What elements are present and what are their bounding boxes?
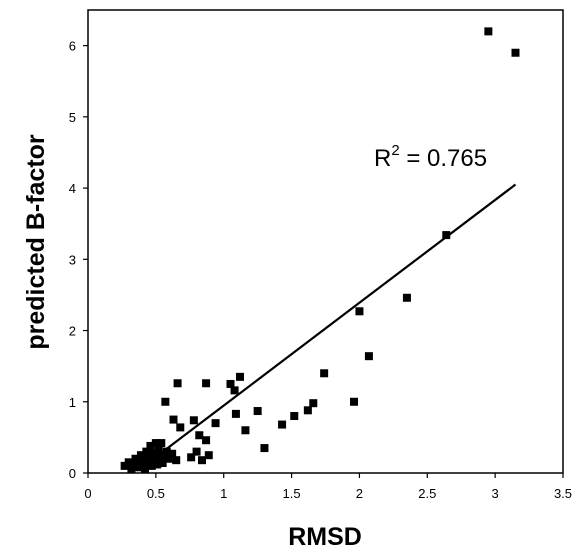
data-point: [134, 463, 143, 472]
data-point: [231, 409, 240, 418]
data-point: [187, 453, 196, 462]
data-point: [303, 406, 312, 415]
data-point: [172, 456, 181, 465]
data-point: [169, 415, 178, 424]
data-points: [120, 27, 520, 474]
data-point: [145, 453, 154, 462]
data-point: [211, 419, 220, 428]
x-tick-label: 2.5: [418, 486, 436, 501]
data-point: [236, 372, 244, 381]
data-point: [173, 379, 182, 388]
data-point: [226, 379, 235, 388]
data-point: [161, 397, 170, 406]
data-point: [484, 27, 493, 36]
y-tick-label: 3: [69, 252, 76, 267]
data-point: [253, 407, 262, 416]
y-axis-ticks: 0 1 2 3 4 5 6: [69, 39, 88, 481]
data-point: [202, 436, 211, 445]
data-point: [350, 397, 358, 406]
data-point: [241, 426, 250, 435]
x-tick-label: 0.5: [147, 486, 165, 501]
y-tick-label: 1: [69, 395, 76, 410]
data-point: [157, 439, 166, 448]
data-point: [260, 444, 269, 453]
annotation-prefix: R: [374, 145, 391, 172]
data-point: [141, 465, 149, 474]
data-point: [147, 461, 156, 470]
data-point: [198, 456, 206, 465]
data-point: [290, 412, 299, 421]
data-point: [158, 459, 167, 468]
x-tick-label: 1: [220, 486, 227, 501]
data-point: [162, 447, 171, 456]
data-point: [131, 454, 140, 463]
data-point: [364, 352, 373, 361]
data-point: [204, 451, 213, 460]
y-tick-label: 0: [69, 466, 76, 481]
data-point: [309, 399, 318, 408]
annotation-superscript: 2: [391, 142, 399, 159]
y-tick-label: 6: [69, 39, 76, 54]
y-tick-label: 2: [69, 324, 76, 339]
data-point: [168, 449, 177, 458]
data-point: [149, 449, 158, 458]
data-point: [142, 447, 151, 456]
x-axis-ticks: 0 0.5 1 1.5 2 2.5 3 3.5: [84, 473, 572, 501]
data-point: [202, 379, 211, 388]
data-point: [511, 48, 520, 57]
x-tick-label: 3.5: [554, 486, 572, 501]
trendline: [141, 183, 517, 469]
x-tick-label: 3: [492, 486, 499, 501]
data-point: [120, 461, 129, 470]
data-point: [153, 460, 162, 469]
data-point: [195, 431, 204, 440]
annotation-suffix: = 0.765: [400, 145, 487, 172]
data-point: [320, 369, 329, 378]
data-point: [151, 439, 160, 448]
plot-area: [87, 9, 564, 474]
data-point: [165, 454, 174, 463]
y-tick-label: 4: [69, 181, 76, 196]
data-point: [176, 423, 185, 432]
r-squared-annotation: R2 = 0.765: [374, 142, 487, 172]
data-point: [189, 416, 198, 425]
data-point: [355, 307, 364, 316]
x-tick-label: 0: [84, 486, 91, 501]
data-point: [127, 464, 136, 473]
data-point: [155, 453, 164, 462]
data-point: [442, 231, 451, 240]
data-point: [135, 457, 144, 466]
data-point: [130, 460, 139, 469]
x-tick-label: 2: [356, 486, 363, 501]
data-point: [146, 441, 155, 450]
y-tick-label: 5: [69, 110, 76, 125]
x-axis-title: RMSD: [288, 523, 362, 551]
data-point: [124, 458, 133, 467]
data-point: [150, 456, 159, 465]
data-point: [230, 386, 239, 395]
data-point: [278, 420, 287, 429]
data-point: [154, 446, 163, 455]
x-tick-label: 1.5: [283, 486, 301, 501]
data-point: [402, 293, 411, 302]
y-axis-title: predicted B-factor: [22, 134, 50, 350]
data-point: [139, 454, 148, 463]
data-point: [192, 447, 201, 456]
